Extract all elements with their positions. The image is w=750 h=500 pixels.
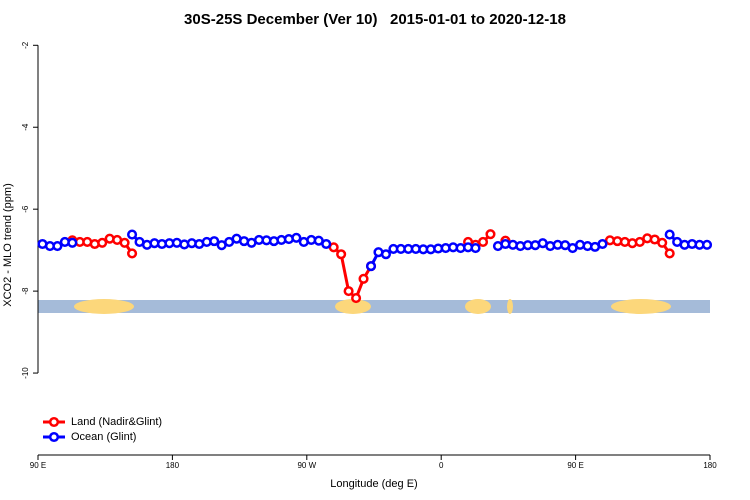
data-point — [470, 243, 481, 254]
x-tick-label: 90 E — [567, 461, 583, 470]
data-point — [119, 237, 130, 248]
x-axis-label: Longitude (deg E) — [330, 478, 417, 490]
x-tick-label: 90 E — [30, 461, 46, 470]
data-point — [52, 240, 63, 252]
chart-title: 30S-25S December (Ver 10) 2015-01-01 to … — [184, 11, 566, 28]
data-point — [127, 248, 138, 259]
data-point — [664, 248, 675, 259]
data-point — [664, 229, 675, 240]
land-patch — [507, 299, 513, 314]
data-point — [477, 236, 489, 248]
data-point — [127, 229, 138, 240]
legend-marker — [48, 431, 60, 443]
land-patch — [611, 299, 671, 314]
data-point — [343, 286, 354, 297]
data-point — [365, 261, 377, 272]
x-tick-label: 180 — [166, 461, 180, 470]
y-tick-label: -6 — [21, 205, 30, 213]
ocean-band — [38, 300, 710, 313]
legend-label: Land (Nadir&Glint) — [71, 416, 162, 428]
data-point — [336, 249, 347, 260]
data-point — [97, 237, 108, 248]
y-tick-label: -2 — [21, 41, 30, 49]
data-point — [321, 238, 332, 250]
x-tick-label: 180 — [703, 461, 717, 470]
data-point — [657, 237, 668, 248]
data-point — [701, 239, 713, 250]
land-patch — [335, 299, 371, 314]
y-tick-label: -8 — [21, 287, 30, 295]
x-tick-label: 90 W — [297, 461, 316, 470]
land-ocean-band — [38, 299, 710, 314]
data-point — [351, 293, 362, 304]
data-point — [358, 273, 369, 284]
y-tick-label: -4 — [21, 123, 30, 131]
land-patch — [465, 299, 491, 314]
data-point — [634, 236, 645, 248]
data-point — [485, 229, 496, 240]
legend-marker — [48, 416, 60, 428]
data-point — [291, 232, 302, 243]
data-point — [209, 236, 220, 247]
y-axis-label: XCO2 - MLO trend (ppm) — [2, 183, 14, 306]
series — [37, 229, 713, 272]
data-point — [380, 249, 391, 260]
legend-label: Ocean (Glint) — [71, 431, 136, 443]
x-tick-label: 0 — [439, 461, 444, 470]
data-point — [597, 238, 608, 250]
y-tick-label: -10 — [21, 367, 30, 379]
land-patch — [74, 299, 134, 314]
data-point — [67, 237, 78, 248]
